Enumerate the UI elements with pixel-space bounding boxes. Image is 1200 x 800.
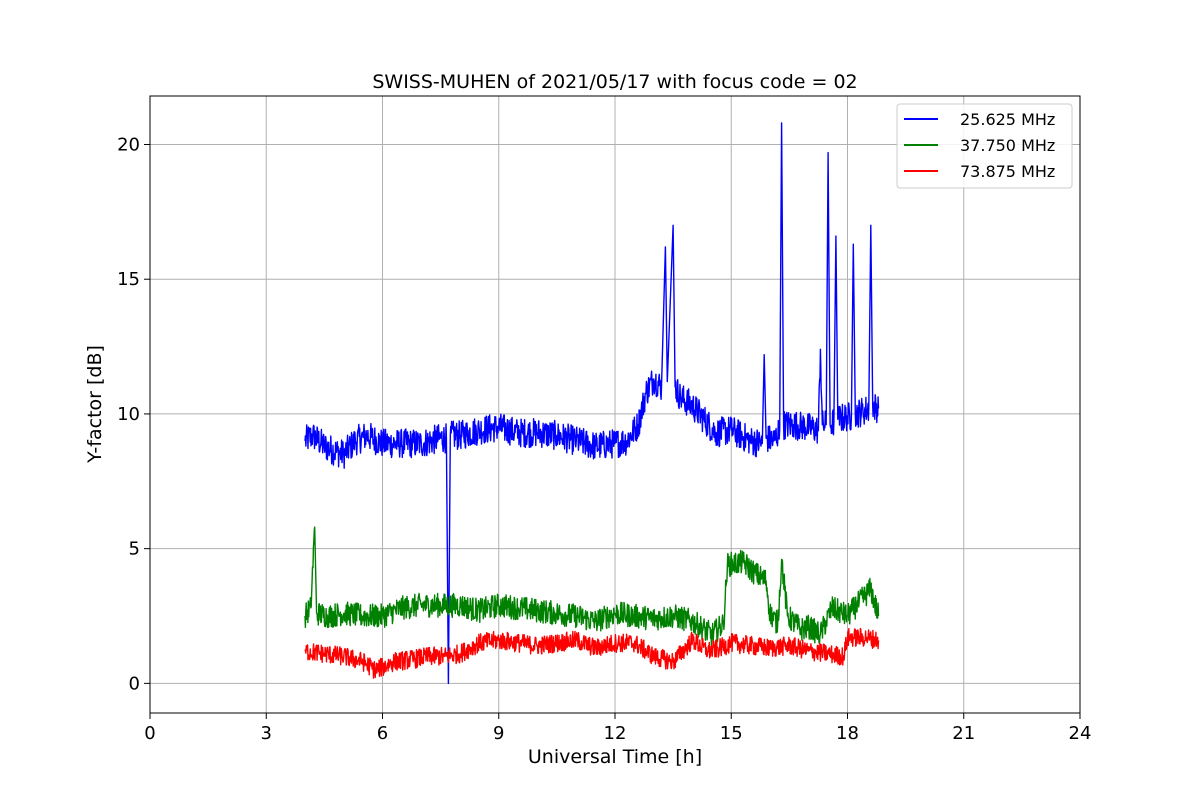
x-axis: 0 3 6 9 12 15 18 21 24 (144, 713, 1091, 744)
legend-box (896, 103, 1073, 189)
y-tick-label: 10 (117, 404, 140, 425)
x-tick-label: 0 (144, 723, 155, 744)
y-tick-label: 0 (129, 673, 140, 694)
x-tick-label: 18 (836, 723, 859, 744)
legend-label: 25.625 MHz (960, 110, 1055, 129)
x-tick-label: 21 (952, 723, 975, 744)
legend-label: 73.875 MHz (960, 162, 1055, 181)
series-line-0 (304, 122, 880, 685)
x-tick-label: 3 (261, 723, 272, 744)
series-line-1 (304, 526, 880, 646)
legend: 25.625 MHz 37.750 MHz 73.875 MHz (896, 103, 1073, 189)
series-layer (304, 122, 880, 685)
x-axis-label: Universal Time [h] (528, 746, 702, 768)
y-tick-label: 20 (117, 134, 140, 155)
y-axis: 0 5 10 15 20 (117, 134, 150, 694)
chart-title: SWISS-MUHEN of 2021/05/17 with focus cod… (372, 71, 857, 93)
x-tick-label: 12 (604, 723, 627, 744)
series-line-2 (304, 627, 880, 679)
y-tick-label: 5 (129, 539, 140, 560)
x-tick-label: 24 (1069, 723, 1092, 744)
grid-lines (149, 96, 1081, 713)
x-tick-label: 15 (720, 723, 743, 744)
legend-label: 37.750 MHz (960, 136, 1055, 155)
y-tick-label: 15 (117, 269, 140, 290)
y-axis-label: Y-factor [dB] (84, 345, 106, 464)
x-tick-label: 6 (377, 723, 388, 744)
x-tick-label: 9 (493, 723, 504, 744)
